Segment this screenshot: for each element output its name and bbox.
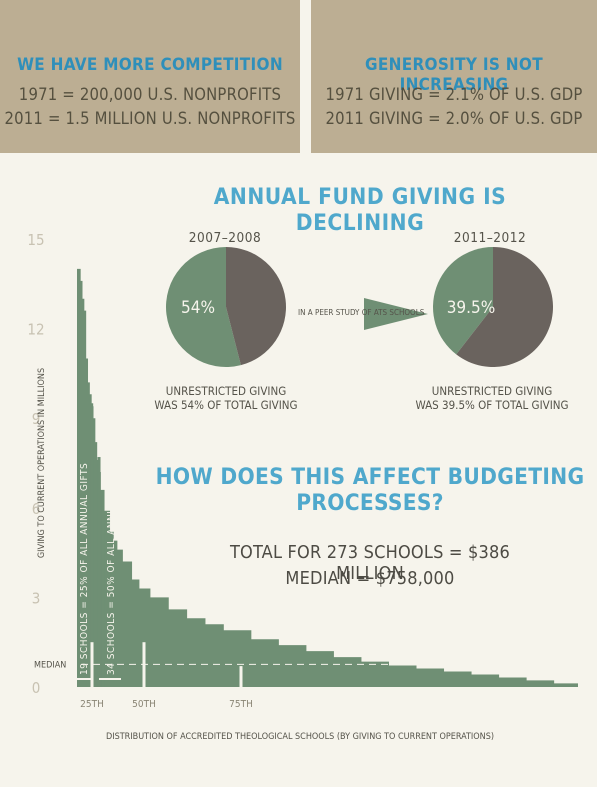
pie-2007-caption-line1: UNRESTRICTED GIVING	[165, 384, 287, 398]
x-tick-label: 75TH	[229, 699, 253, 710]
pie-2007-title: 2007–2008	[188, 230, 262, 246]
x-tick-label: 25TH	[80, 699, 104, 710]
nonprofits-1971: 1971 = 200,000 U.S. NONPROFITS	[18, 85, 282, 104]
y-tick-label: 6	[32, 500, 41, 518]
competition-panel: WE HAVE MORE COMPETITION 1971 = 200,000 …	[0, 0, 300, 153]
distribution-chart: 15 12 9 6 3 0 GIVING TO CURRENT OPERATIONS IN …	[27, 231, 578, 742]
peer-study-label: IN A PEER STUDY OF ATS SCHOOLS	[298, 308, 425, 317]
spike-bar	[101, 495, 105, 687]
pie-slice-unrestricted	[433, 247, 493, 355]
pie-value-label: 39.5%	[447, 298, 496, 318]
pie-2007-caption-line2: WAS 54% OF TOTAL GIVING	[154, 398, 298, 412]
median-line-text: MEDIAN = $758,000	[285, 568, 455, 589]
y-tick-label: 3	[32, 589, 41, 607]
pie-2007: 54%	[166, 247, 287, 367]
annotation-19-schools: 19 SCHOOLS = 25% OF ALL ANNUAL GIFTS	[79, 463, 90, 675]
generosity-panel: GENEROSITY IS NOT INCREASING 1971 GIVING…	[311, 0, 597, 153]
distribution-area	[77, 268, 578, 687]
pie-value-label: 54%	[181, 298, 215, 318]
pointer-arrow	[364, 298, 428, 330]
pie-2011-title: 2011–2012	[453, 230, 527, 246]
pie-slice-other	[226, 247, 287, 366]
y-tick-label: 15	[27, 231, 44, 249]
x-axis-label: DISTRIBUTION OF ACCREDITED THEOLOGICAL S…	[106, 732, 494, 742]
pie-2007-caption: UNRESTRICTED GIVING WAS 54% OF TOTAL GIV…	[146, 384, 306, 412]
pointer-triangle	[364, 298, 428, 330]
y-tick-label: 12	[27, 321, 44, 339]
budgeting-title: HOW DOES THIS AFFECT BUDGETING PROCESSES…	[155, 464, 585, 516]
giving-2011: 2011 GIVING = 2.0% OF U.S. GDP	[325, 109, 583, 128]
competition-title: WE HAVE MORE COMPETITION	[17, 55, 283, 75]
spike-bar	[97, 457, 101, 687]
pie-2011-caption: UNRESTRICTED GIVING WAS 39.5% OF TOTAL G…	[412, 384, 572, 412]
x-tick-label: 50TH	[132, 699, 156, 710]
giving-1971: 1971 GIVING = 2.1% OF U.S. GDP	[325, 85, 583, 104]
pie-2011-caption-line2: WAS 39.5% OF TOTAL GIVING	[415, 398, 569, 412]
pie-2011: 39.5%	[433, 247, 553, 367]
median-axis-label: MEDIAN	[34, 660, 66, 670]
spike-bar	[90, 403, 94, 687]
y-tick-label: 9	[32, 410, 41, 428]
nonprofits-2011: 2011 = 1.5 MILLION U.S. NONPROFITS	[4, 109, 296, 128]
pie-2011-caption-line1: UNRESTRICTED GIVING	[431, 384, 553, 398]
pie-slice-unrestricted	[166, 247, 241, 367]
annual-fund-title: ANNUAL FUND GIVING IS DECLINING	[213, 184, 507, 236]
y-tick-label: 0	[32, 679, 41, 697]
y-axis-label: GIVING TO CURRENT OPERATIONS IN MILLIONS	[37, 368, 47, 558]
annotation-34-schools: 34 SCHOOLS = 50% OF ALL ANNUAL GIFTS	[106, 463, 117, 675]
pie-slice-other	[456, 247, 553, 367]
total-schools-line: TOTAL FOR 273 SCHOOLS = $386 MILLION	[229, 542, 511, 584]
generosity-title: GENEROSITY IS NOT INCREASING	[365, 55, 543, 95]
